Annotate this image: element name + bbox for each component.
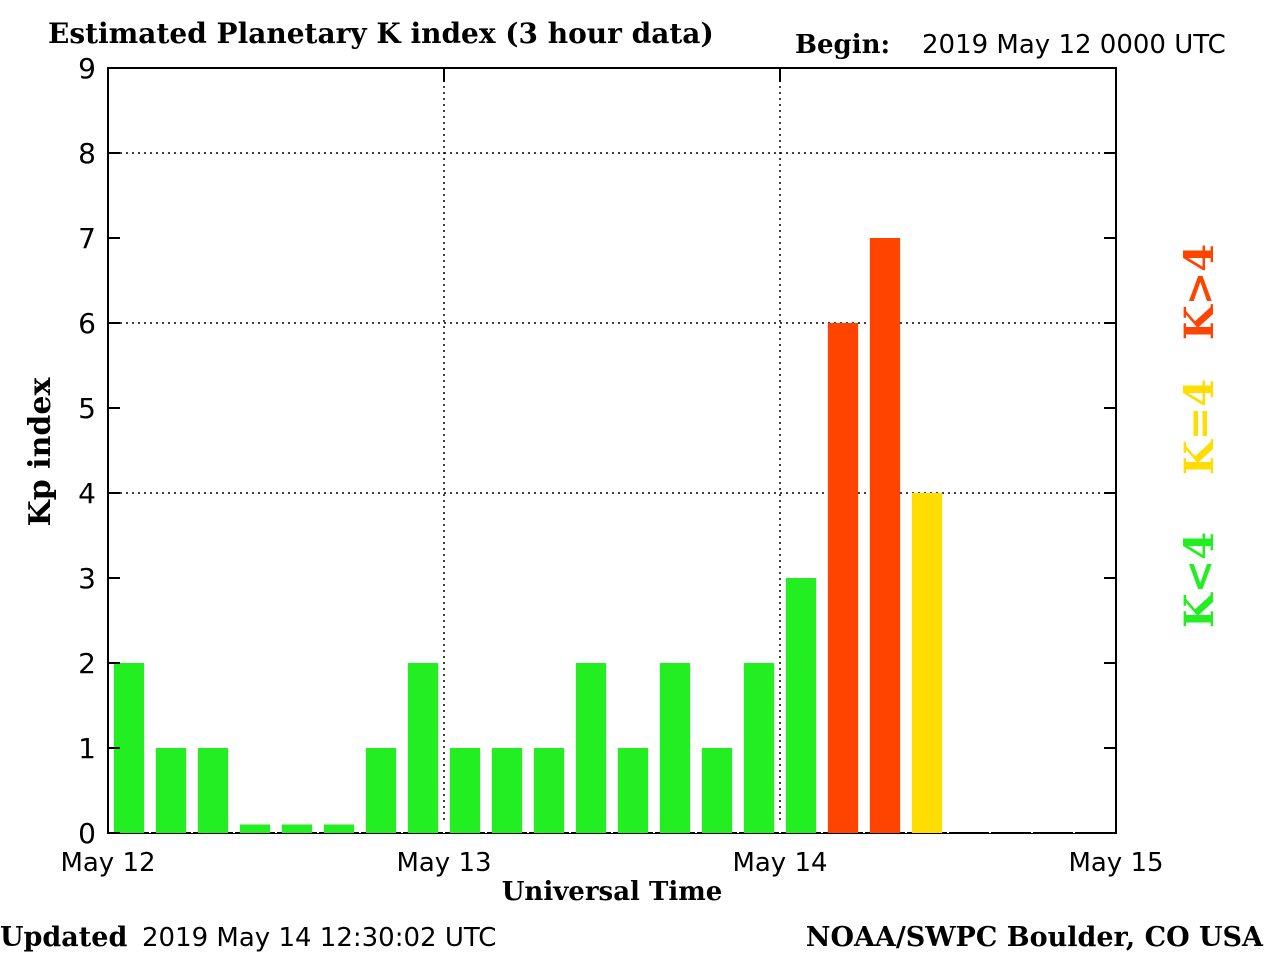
grid-lines: [108, 68, 1116, 833]
y-tick-label: 8: [78, 137, 96, 170]
bar: [365, 748, 397, 833]
y-tick-label: 1: [78, 732, 96, 765]
y-tick-label: 7: [78, 222, 96, 255]
x-tick-label: May 13: [396, 848, 491, 878]
y-tick-label: 5: [78, 392, 96, 425]
updated-value: 2019 May 14 12:30:02 UTC: [142, 923, 496, 953]
y-tick-label: 2: [78, 647, 96, 680]
x-tick-label: May 12: [60, 848, 155, 878]
bar: [197, 748, 229, 833]
bar: [617, 748, 649, 833]
updated-label: Updated: [0, 922, 127, 953]
bar: [785, 578, 817, 833]
y-tick-label: 9: [78, 52, 96, 85]
y-tick-label: 6: [78, 307, 96, 340]
legend-active: K=4: [1176, 379, 1223, 475]
x-tick-label: May 14: [732, 848, 827, 878]
bars: [113, 238, 943, 833]
bar: [491, 748, 523, 833]
bar: [449, 748, 481, 833]
chart-title: Estimated Planetary K index (3 hour data…: [48, 17, 714, 50]
begin-value: 2019 May 12 0000 UTC: [922, 30, 1226, 60]
bar: [575, 663, 607, 833]
x-axis-title: Universal Time: [502, 877, 723, 907]
axis-ticks: [107, 67, 1117, 834]
y-tick-label: 3: [78, 562, 96, 595]
plot-area: [107, 67, 1117, 834]
bar: [869, 238, 901, 833]
bar: [701, 748, 733, 833]
bar: [659, 663, 691, 833]
y-tick-label: 4: [78, 477, 96, 510]
bar: [281, 824, 313, 833]
begin-label: Begin:: [795, 30, 890, 60]
y-tick-label: 0: [78, 817, 96, 850]
tick-labels: 0 1 2 3 4 5 6 7 8 9 May 12 May 13 May 14 May 15: [60, 52, 1163, 878]
bar: [323, 824, 355, 833]
source-credit: NOAA/SWPC Boulder, CO USA: [806, 922, 1264, 953]
bar: [743, 663, 775, 833]
legend-storm: K>4: [1176, 244, 1223, 340]
bar: [407, 663, 439, 833]
bar: [533, 748, 565, 833]
bar: [911, 493, 943, 833]
bar: [827, 323, 859, 833]
y-axis-title: Kp index: [23, 377, 58, 527]
legend-quiet: K<4: [1176, 532, 1223, 628]
bar: [155, 748, 187, 833]
bar: [239, 824, 271, 833]
x-tick-label: May 15: [1068, 848, 1163, 878]
